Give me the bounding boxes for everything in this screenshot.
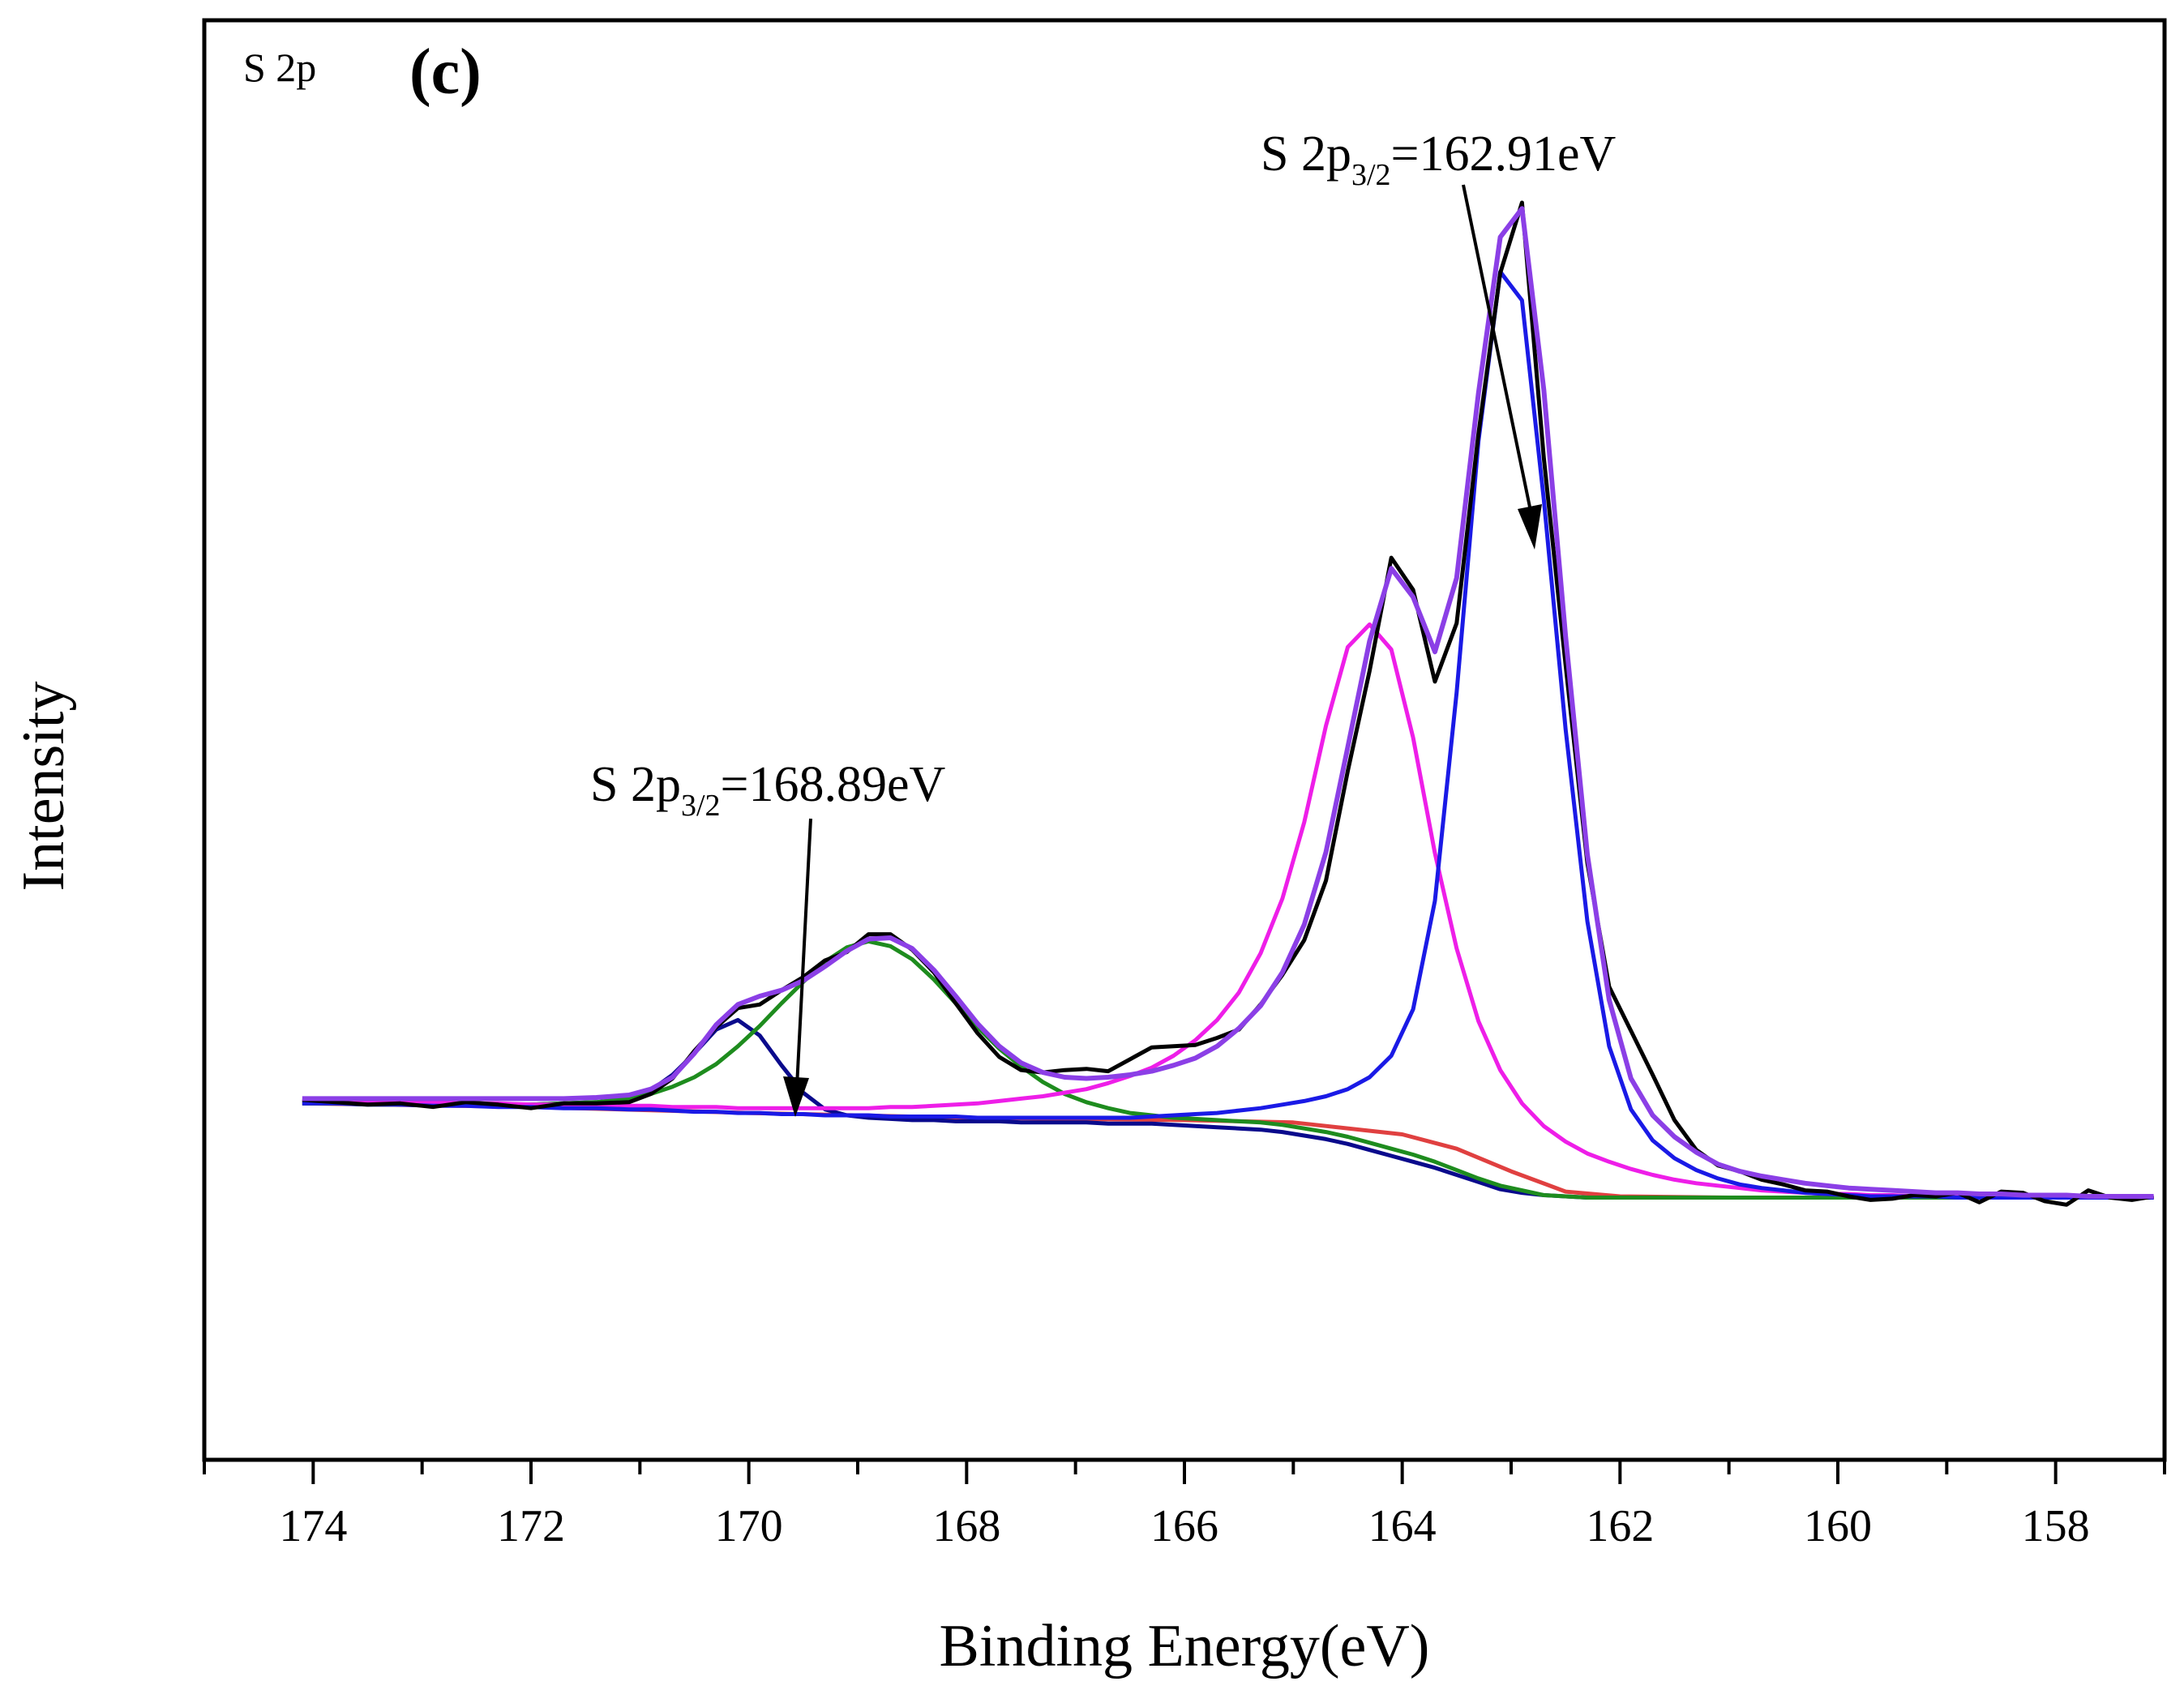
annotation-168-value: =168.89eV	[721, 757, 946, 812]
x-tick-label: 162	[1586, 1501, 1654, 1551]
x-tick-label: 168	[932, 1501, 1000, 1551]
x-tick-label: 170	[715, 1501, 783, 1551]
x-tick-label: 174	[279, 1501, 347, 1551]
series-line-s-2p3-2-162-91-ev	[302, 269, 2154, 1200]
annotation-162-sub: 3/2	[1351, 158, 1391, 192]
plot-frame	[202, 18, 2167, 1462]
annotation-162-arrow	[1462, 184, 1534, 520]
panel-label: S 2p	[243, 45, 316, 90]
annotation-162-value: =162.91eV	[1391, 126, 1617, 182]
series-line-s-2p3-2-168-89-ev	[302, 939, 2154, 1200]
annotation-162: S 2p3/2=162.91eV	[1261, 126, 1617, 192]
text-layer: S 2p (c) Binding Energy(eV) Intensity S …	[11, 36, 1617, 1679]
annotation-168-arrow	[795, 818, 812, 1087]
series-layer	[302, 200, 2155, 1207]
x-tick-label: 158	[2022, 1501, 2090, 1551]
x-ticks: 174 172 170 168 166 164 162 160 158	[203, 1460, 2166, 1551]
series-line-background	[302, 1101, 2154, 1200]
x-tick-label: 166	[1150, 1501, 1218, 1551]
x-tick-label: 164	[1368, 1501, 1437, 1551]
axes-layer: 174 172 170 168 166 164 162 160 158	[202, 18, 2167, 1551]
x-tick-label: 160	[1804, 1501, 1872, 1551]
annotation-168: S 2p3/2=168.89eV	[590, 757, 946, 823]
annotation-162-arrowhead	[1518, 504, 1542, 550]
annotation-168-sub: 3/2	[681, 789, 721, 823]
series-line-raw	[302, 200, 2155, 1207]
x-tick-label: 172	[497, 1501, 565, 1551]
annotation-168-arrowhead	[783, 1076, 809, 1117]
y-axis-title: Intensity	[11, 682, 77, 892]
series-line-envelope	[302, 206, 2154, 1199]
x-axis-title: Binding Energy(eV)	[940, 1613, 1430, 1679]
annotation-162-main: S 2p	[1261, 126, 1351, 182]
annotation-168-main: S 2p	[590, 757, 681, 812]
panel-letter: (c)	[409, 36, 482, 108]
